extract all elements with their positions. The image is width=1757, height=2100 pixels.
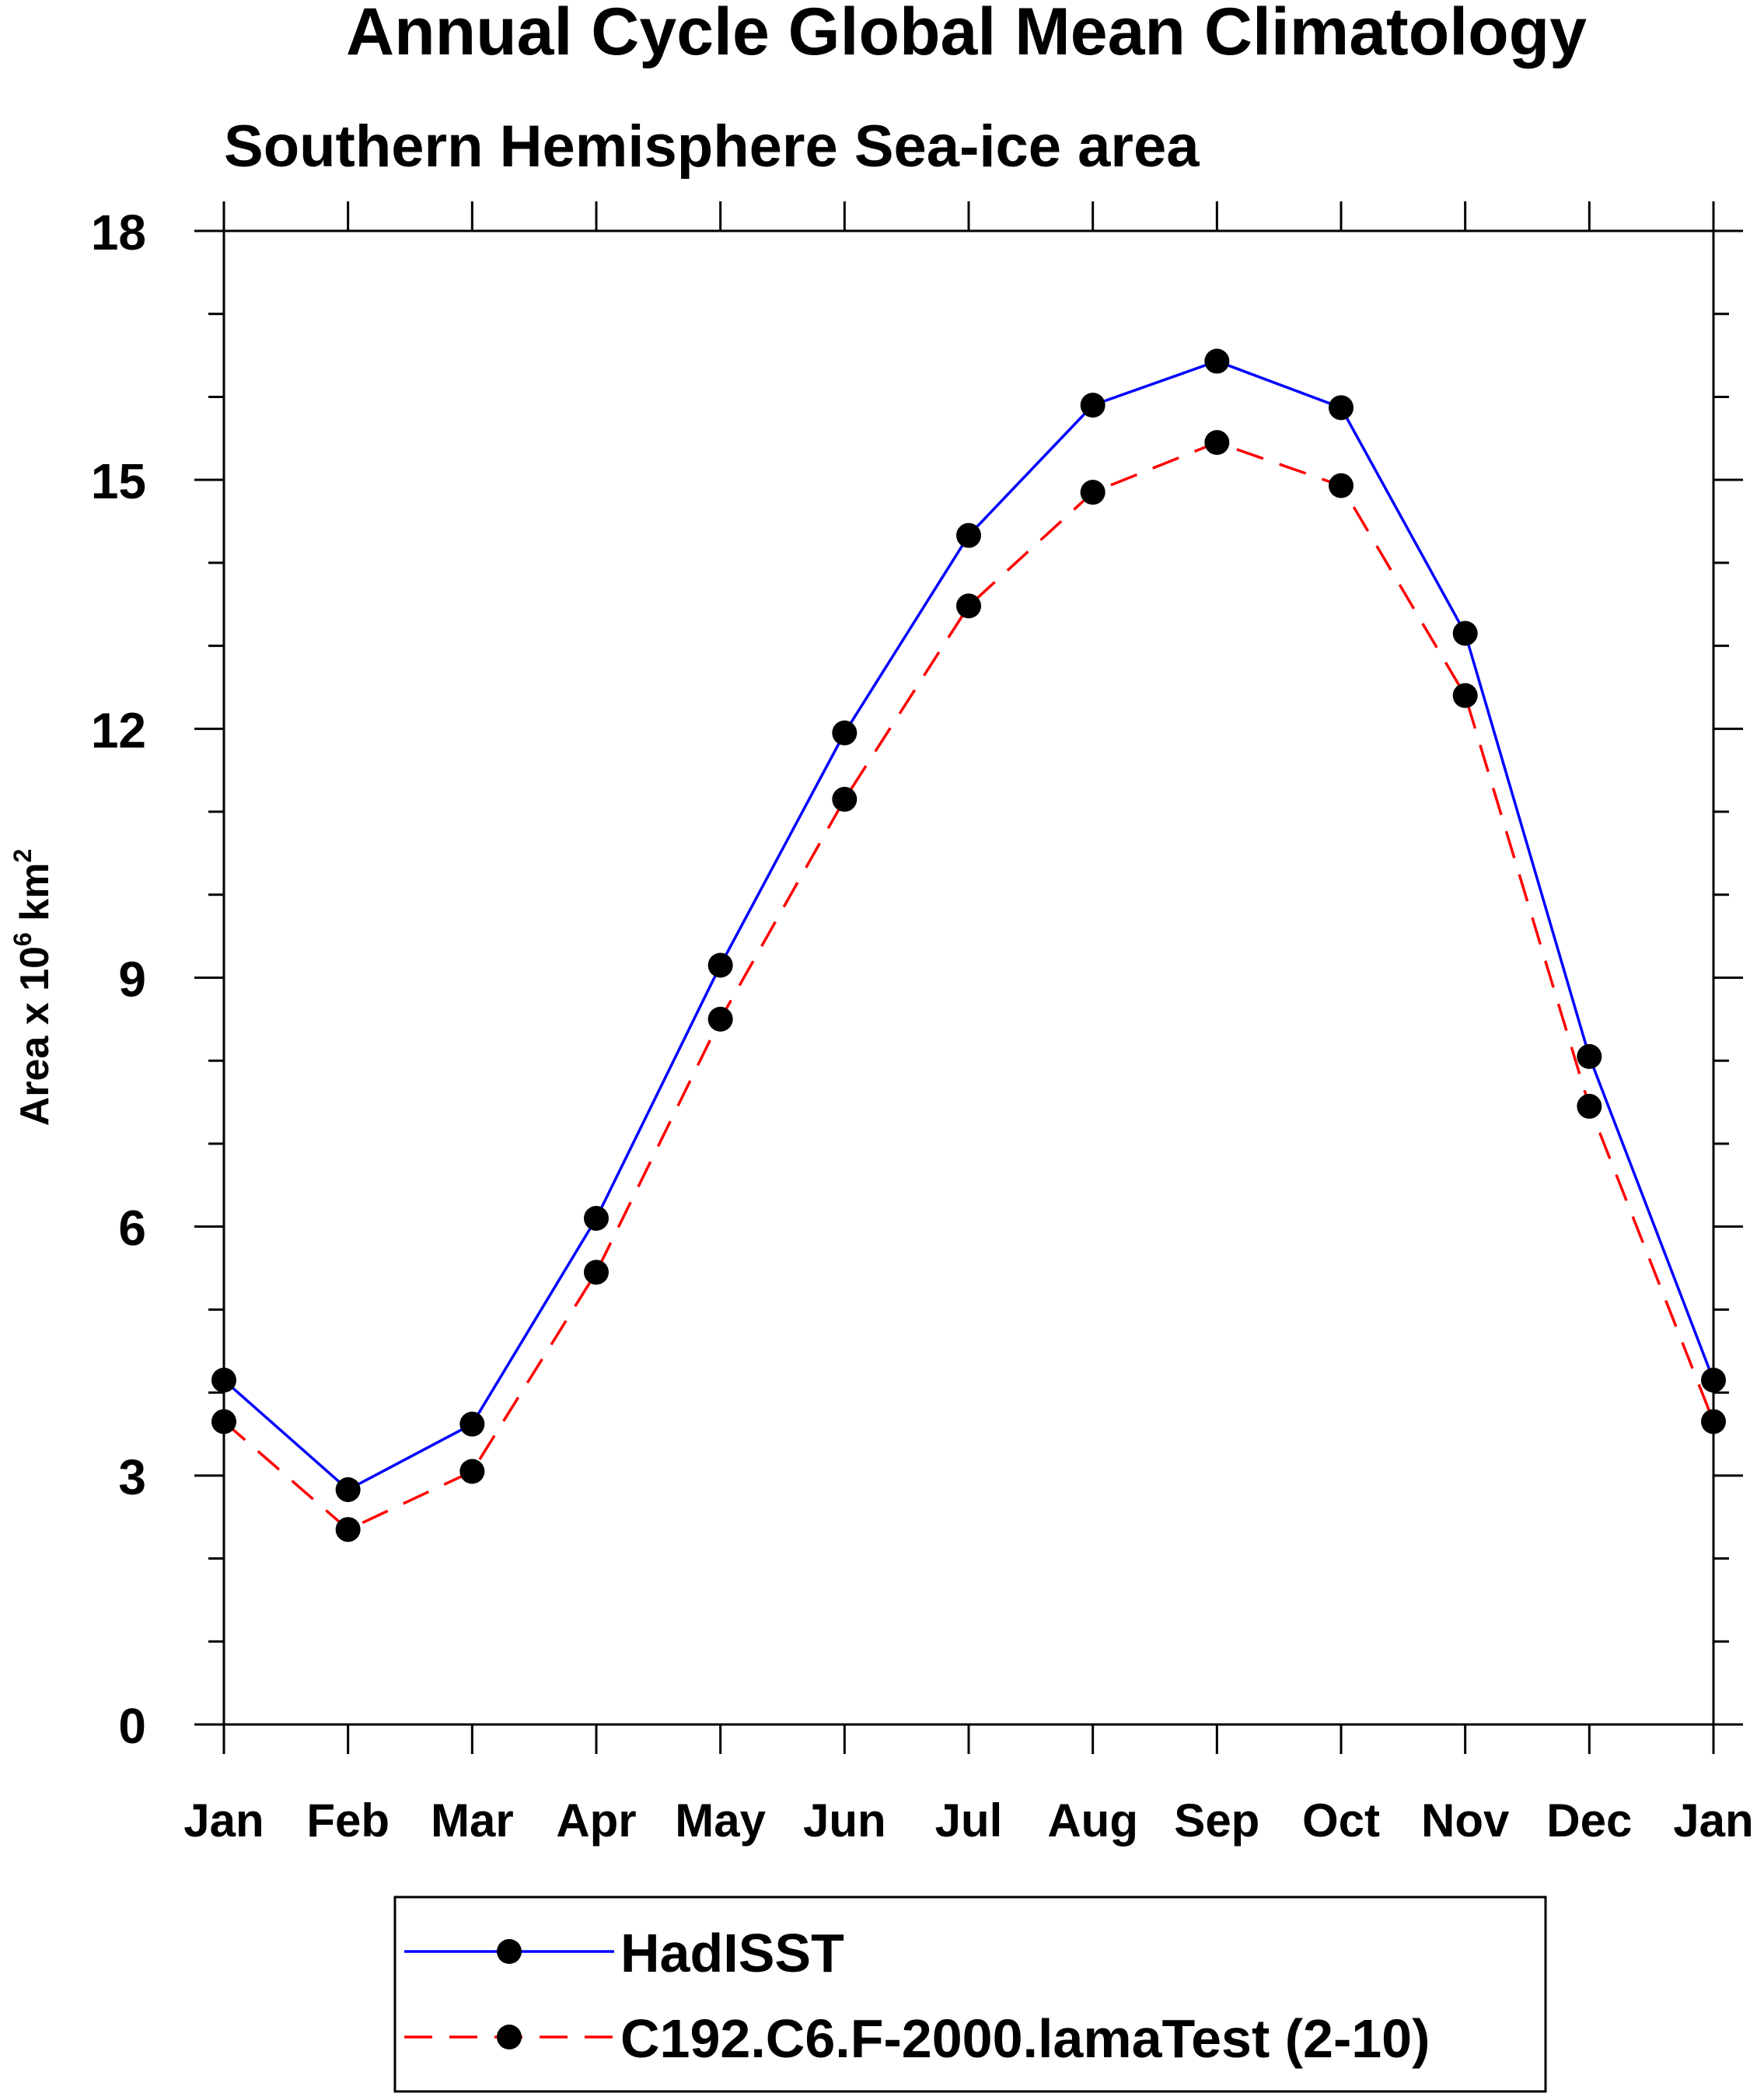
x-tick-label: Jul: [935, 1794, 1003, 1847]
x-tick-label: Feb: [306, 1794, 389, 1847]
data-point: [459, 1459, 485, 1484]
data-point: [832, 787, 858, 812]
data-point: [584, 1260, 609, 1285]
x-tick-label: Mar: [431, 1794, 514, 1847]
y-tick-label: 15: [91, 453, 146, 509]
plot-frame: [222, 229, 1715, 1726]
legend-label-1: HadISST: [620, 1923, 844, 1983]
x-tick-label: Jan: [1673, 1794, 1753, 1847]
x-tick-label: Nov: [1421, 1794, 1510, 1847]
y-axis-label-unit-exponent: 2: [9, 849, 37, 863]
data-point: [1452, 620, 1478, 646]
data-point: [584, 1205, 609, 1231]
data-point: [211, 1409, 236, 1434]
data-point: [335, 1476, 361, 1502]
series-2: [211, 430, 1726, 1543]
y-tick-label: 3: [118, 1449, 146, 1505]
data-point: [1452, 683, 1478, 708]
data-point: [335, 1517, 361, 1543]
plot-border: [222, 229, 1715, 1726]
x-tick-label: Jan: [183, 1794, 264, 1847]
y-axis-label-unit: km: [12, 863, 58, 933]
x-axis: Jan Feb Mar Apr May Jun Jul Aug Sep Oct Nov Dec Jan: [183, 201, 1754, 1847]
legend-marker-2: [497, 2025, 522, 2049]
data-point: [1080, 393, 1106, 418]
legend-marker-1: [497, 1939, 522, 1964]
x-tick-label: May: [675, 1794, 766, 1847]
data-point: [832, 720, 858, 746]
x-tick-label: Aug: [1047, 1794, 1138, 1847]
x-tick-label: Sep: [1174, 1794, 1259, 1847]
y-axis-label-exponent: 6: [9, 932, 37, 946]
data-point: [707, 952, 733, 978]
data-point: [1577, 1093, 1602, 1119]
x-tick-label: Apr: [556, 1794, 636, 1847]
y-tick-label: 12: [91, 702, 146, 758]
chart-title: Annual Cycle Global Mean Climatology: [346, 0, 1587, 69]
data-point: [1701, 1409, 1726, 1434]
x-tick-label: Oct: [1302, 1794, 1380, 1847]
y-tick-label: 18: [91, 204, 146, 260]
data-point: [956, 522, 981, 548]
data-point: [707, 1006, 733, 1032]
data-point: [1329, 395, 1354, 421]
data-point: [1204, 430, 1230, 456]
data-point: [211, 1368, 236, 1393]
data-point: [1577, 1043, 1602, 1069]
y-axis: 0 3 6 9 12 15 18: [91, 204, 1743, 1754]
x-tick-label: Jun: [803, 1794, 886, 1847]
y-tick-label: 6: [118, 1200, 146, 1256]
y-axis-label-prefix: Area x 10: [12, 946, 58, 1126]
data-point: [956, 593, 981, 619]
data-point: [459, 1411, 485, 1437]
data-point: [1329, 473, 1354, 498]
y-tick-label: 0: [118, 1698, 146, 1754]
chart-subtitle: Southern Hemisphere Sea-ice area: [224, 114, 1200, 180]
legend: HadISST C192.C6.F-2000.lamaTest (2-10): [393, 1896, 1547, 2093]
x-tick-label: Dec: [1546, 1794, 1632, 1847]
y-tick-label: 9: [118, 952, 146, 1008]
legend-label-2: C192.C6.F-2000.lamaTest (2-10): [620, 2008, 1430, 2069]
data-point: [1204, 348, 1230, 374]
series-layer: [211, 348, 1726, 1543]
data-point: [1080, 480, 1106, 505]
legend-box: [393, 1896, 1547, 2093]
y-axis-label: Area x 106 km2: [9, 849, 58, 1127]
data-point: [1701, 1368, 1726, 1393]
series-1: [211, 348, 1726, 1502]
